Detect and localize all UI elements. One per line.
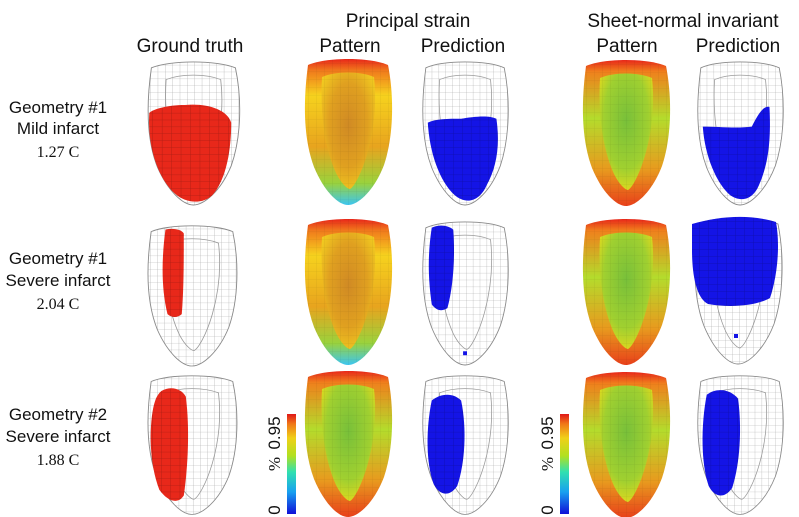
row-1-value: 1.27 C [37,144,80,161]
colorbar-sheet-normal: 0.95 % 0 [538,414,569,515]
header-pattern-2: Pattern [596,36,657,57]
colorbar-2-unit: % [538,457,557,471]
sheet-normal-pattern-row-3 [582,372,671,517]
principal-strain-pattern-row-1 [304,59,393,205]
row-3-value: 1.88 C [37,452,80,469]
colorbar-1-min: 0 [265,505,284,514]
principal-strain-pattern-row-3 [304,371,393,517]
sheet-normal-pattern-row-1 [582,60,671,206]
principal-strain-prediction-row-3 [422,375,509,515]
header-ground-truth: Ground truth [137,36,244,57]
colorbar-1-gradient [287,414,296,514]
colorbar-2-max: 0.95 [538,416,557,449]
row-3-geometry: Geometry #2 [9,405,107,424]
colorbar-principal-strain: 0.95 % 0 [265,414,296,515]
row-2-value: 2.04 C [37,296,80,313]
row-label-1: Geometry #1 Mild infarct 1.27 C [9,98,107,161]
ground-truth-heart-row-1 [147,61,241,206]
principal-strain-prediction-row-2 [422,221,509,366]
header-prediction-1: Prediction [421,36,506,57]
sheet-normal-prediction-row-3 [697,375,784,515]
header-principal-strain: Principal strain [346,11,471,32]
row-1-geometry: Geometry #1 [9,98,107,117]
row-2-geometry: Geometry #1 [9,249,107,268]
colorbar-2-min: 0 [538,505,557,514]
header-sheet-normal: Sheet-normal invariant [587,11,779,32]
row-2-infarct: Severe infarct [6,271,111,290]
row-3-infarct: Severe infarct [6,427,111,446]
colorbar-2-gradient [560,414,569,514]
principal-strain-pattern-row-2 [304,219,393,365]
header-prediction-2: Prediction [696,36,781,57]
ground-truth-heart-row-3 [147,375,238,516]
row-label-3: Geometry #2 Severe infarct 1.88 C [6,405,111,469]
principal-strain-prediction-row-1 [422,61,509,206]
sheet-normal-pattern-row-2 [582,219,671,365]
colorbar-1-max: 0.95 [265,416,284,449]
sheet-normal-prediction-row-1 [697,61,784,206]
header-pattern-1: Pattern [319,36,380,57]
row-1-infarct: Mild infarct [17,119,99,138]
ground-truth-heart-row-2 [147,225,238,367]
row-label-2: Geometry #1 Severe infarct 2.04 C [6,249,111,313]
colorbar-1-unit: % [265,457,284,471]
sheet-normal-prediction-row-2 [692,216,783,365]
